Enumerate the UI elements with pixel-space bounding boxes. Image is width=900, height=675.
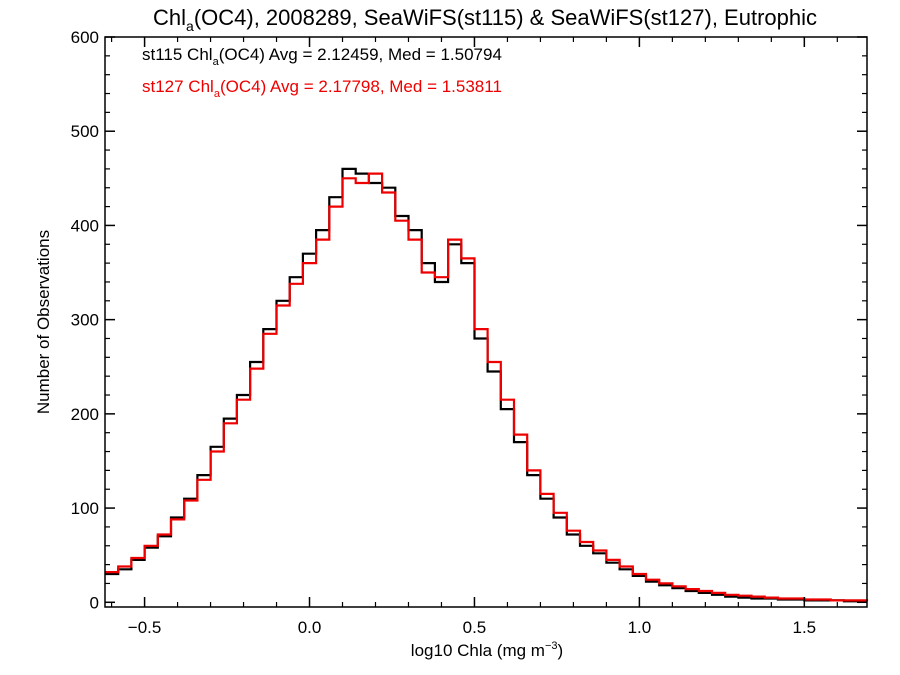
annotation-st115: st115 Chla(OC4) Avg = 2.12459, Med = 1.5… [142, 45, 502, 68]
plot-frame [104, 36, 868, 608]
y-tick-label: 100 [71, 499, 99, 518]
x-tick-label: −0.5 [128, 618, 162, 637]
series-layer [105, 167, 869, 603]
x-axis-label: log10 Chla (mg m−3) [411, 640, 563, 660]
y-axis-label: Number of Observations [34, 230, 53, 414]
y-tick-label: 0 [90, 593, 99, 612]
y-tick-label: 500 [71, 122, 99, 141]
y-tick-label: 400 [71, 216, 99, 235]
y-tick-label: 200 [71, 405, 99, 424]
x-tick-label: 0.0 [298, 618, 322, 637]
ticks-layer: −0.5 0.0 0.5 1.0 1.5 0 100 200 300 400 500 600 [71, 28, 867, 637]
annotation-st127: st127 Chla(OC4) Avg = 2.17798, Med = 1.5… [142, 77, 502, 100]
series-2-line [105, 172, 869, 602]
y-tick-label: 600 [71, 28, 99, 47]
x-tick-label: 1.5 [793, 618, 817, 637]
y-tick-label: 300 [71, 311, 99, 330]
chart-title-subscript: a [186, 18, 194, 34]
x-axis-label-superscript: −3 [545, 640, 558, 652]
x-tick-label: 0.5 [463, 618, 487, 637]
x-tick-label: 1.0 [628, 618, 652, 637]
chart-title: Chla(OC4), 2008289, SeaWiFS(st115) & Sea… [153, 5, 817, 34]
